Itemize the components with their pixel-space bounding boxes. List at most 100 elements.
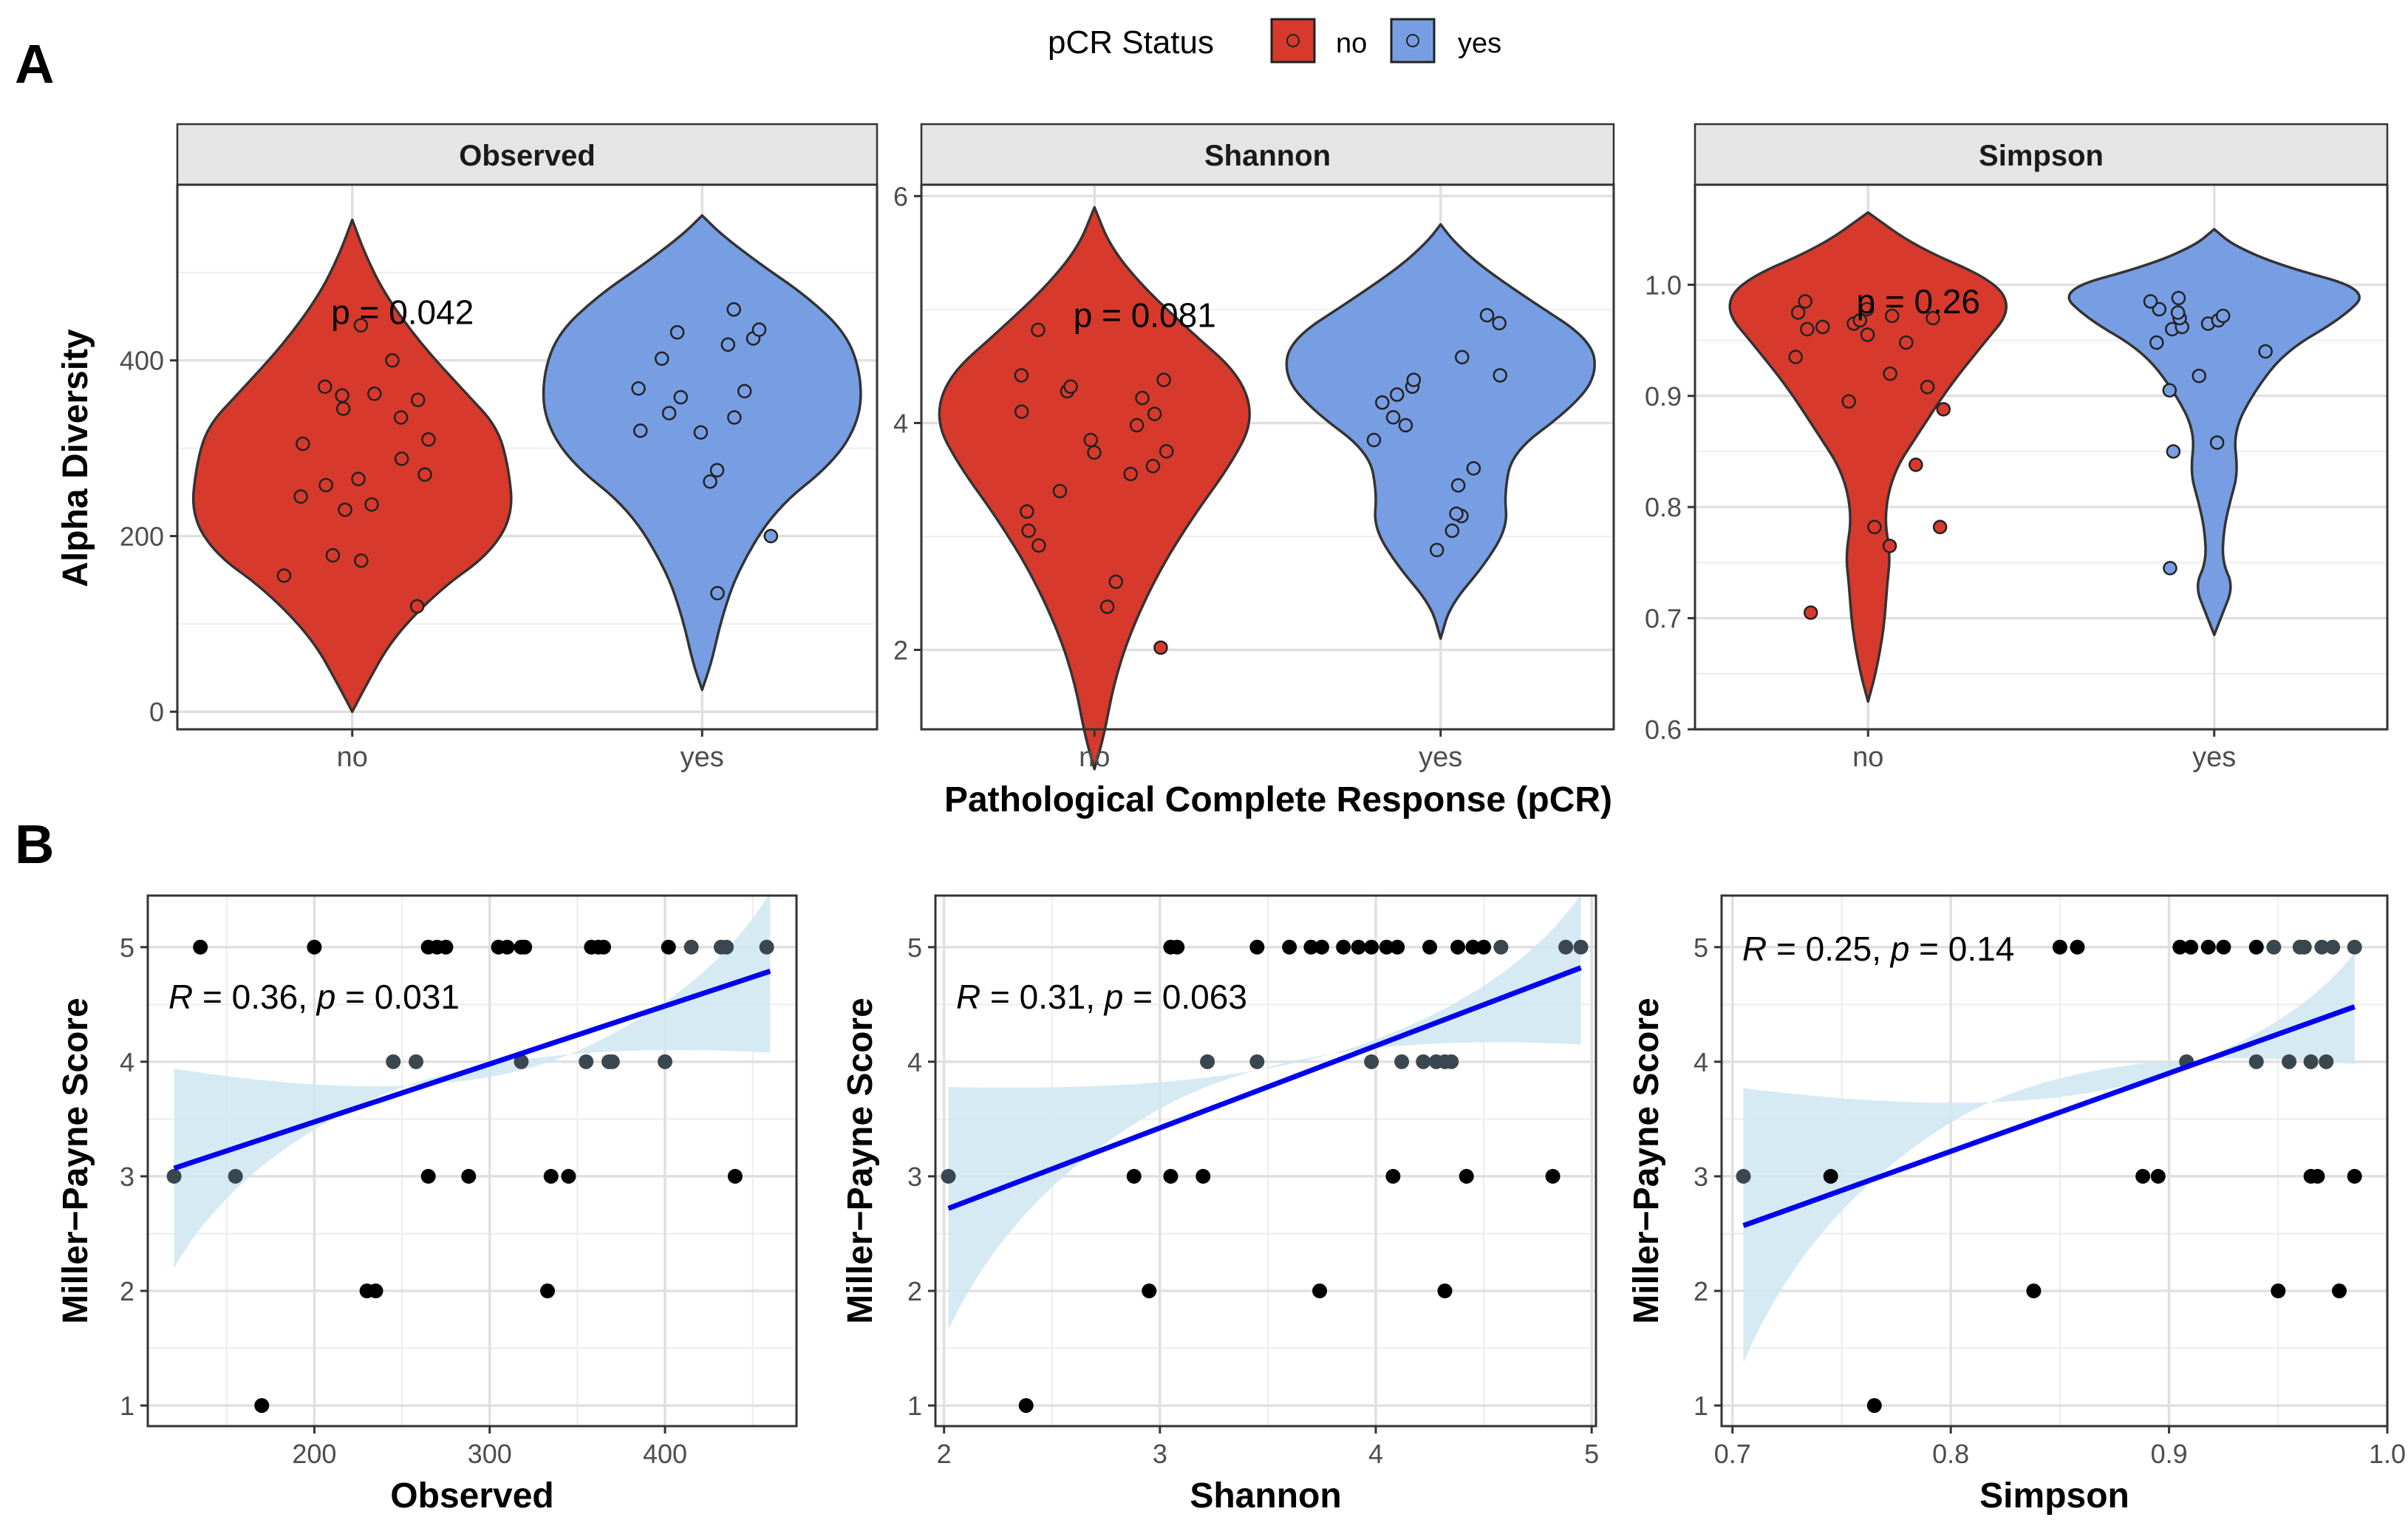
data-point [1437,1284,1453,1299]
data-point-yes [1454,350,1470,365]
data-point [193,939,208,955]
y-tick-label: 0.6 [1645,715,1682,745]
data-point-yes [2143,294,2158,309]
x-axis-title: Observed [390,1476,553,1516]
data-point-no [385,352,400,368]
y-tick-label: 3 [907,1162,922,1192]
data-point [543,1168,559,1184]
y-tick-label: 4 [1694,1047,1708,1077]
y-tick-label: 2 [907,1276,922,1306]
data-point-no [276,568,292,583]
facet-strip-label: Simpson [1979,140,2104,172]
data-point-yes [2170,305,2186,320]
correlation-annotation: R = 0.25, p = 0.14 [1742,930,2014,968]
data-point-yes [1429,542,1445,558]
data-point-no [296,436,310,451]
data-point [2183,939,2199,955]
data-point [2026,1284,2042,1299]
legend-label-yes: yes [1458,28,1501,59]
data-point [409,1054,424,1069]
data-point [604,1054,620,1069]
y-tick-label: 0 [149,697,164,727]
violin-yes [1285,222,1596,640]
data-point-no [1788,350,1803,364]
data-point-yes [1493,368,1507,383]
y-tick-label: 200 [120,521,164,551]
data-point [2248,939,2264,955]
legend: pCR Status no yes [1048,18,1501,64]
y-tick-label: 3 [1694,1162,1708,1192]
y-tick-label: 400 [120,346,164,376]
data-point-no [394,451,409,466]
x-tick-label-no: no [337,742,368,773]
data-point [1200,1054,1215,1069]
data-point [1493,939,1509,955]
data-point-yes [1398,417,1413,433]
x-tick-label: 0.9 [2151,1439,2188,1469]
legend-title: pCR Status [1048,24,1214,61]
data-point-no [1909,457,1923,472]
data-point [1170,939,1185,955]
panel-border [176,183,879,731]
data-point-yes [2215,308,2231,324]
data-point-yes [1449,506,1464,522]
legend-key-no-dot [1286,34,1300,47]
data-point-yes [673,389,689,405]
violin-no [938,205,1251,771]
data-point-no [1859,301,1875,317]
data-point-yes [1450,478,1466,493]
facet-strip [1694,123,2389,186]
y-tick-label: 3 [120,1162,134,1192]
data-point [2332,1284,2347,1299]
data-point-yes [763,528,779,544]
data-point-no [364,497,379,512]
data-point [1282,939,1297,955]
data-point-yes [1492,316,1507,331]
data-point [420,1168,436,1184]
data-point-yes [726,302,741,317]
data-point-no [1852,313,1868,328]
data-point [2282,1054,2297,1069]
data-point [2052,939,2067,955]
p-value-annotation: p = 0.26 [1856,282,1980,321]
data-point [1249,939,1265,955]
data-point-no [410,392,426,407]
p-value-annotation: p = 0.042 [331,293,474,331]
violin-yes [542,214,862,692]
y-tick-label: 4 [907,1047,922,1077]
data-point-yes [661,406,677,420]
data-point-no [293,489,308,504]
data-point [2347,1168,2362,1184]
data-point-no [1883,366,1897,381]
y-tick-label: 1 [1694,1391,1708,1421]
data-point-no [353,318,369,333]
y-tick-label: 1.0 [1645,270,1682,300]
legend-label-no: no [1336,28,1367,59]
y-tick-label: 6 [893,181,908,211]
data-point [368,1284,383,1299]
x-tick-label-yes: yes [2192,742,2236,773]
data-point-no [1860,327,1875,342]
data-point [461,1168,477,1184]
panel-label-a: A [15,33,54,95]
data-point-yes [633,423,648,438]
violin-panel-shannon: Shannon p = 0.081 2 4 6 no yes [893,123,1615,773]
data-point-yes [2152,301,2167,317]
data-point [658,1054,673,1069]
y-tick-label: 5 [120,933,134,963]
data-point-yes [751,322,767,337]
data-point [1573,939,1589,955]
data-point [2216,939,2231,955]
data-point-no [351,471,366,486]
data-point [1465,939,1481,955]
data-point-no [1021,523,1036,539]
data-point-yes [1479,307,1495,323]
x-tick-label: 0.7 [1714,1439,1751,1469]
data-point-no [1108,574,1123,590]
p-value: 0.14 [1948,930,2015,968]
regression-line [1742,1004,2356,1228]
data-point-no [1129,417,1145,433]
data-point [499,939,515,955]
facet-strip [920,123,1615,186]
data-point-no [1135,390,1150,406]
